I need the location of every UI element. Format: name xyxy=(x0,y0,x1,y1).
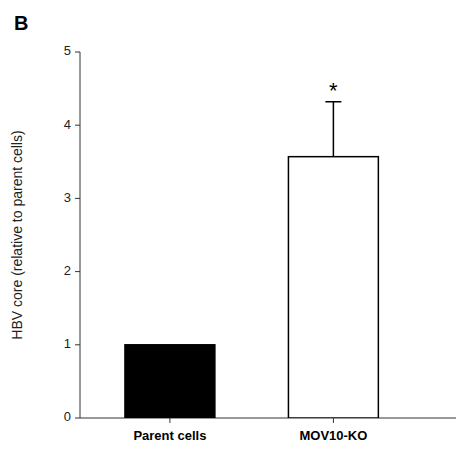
x-tick xyxy=(333,418,334,423)
x-axis: Parent cells MOV10-KO xyxy=(80,418,456,443)
y-axis-line xyxy=(80,52,81,418)
x-tick xyxy=(169,418,170,423)
y-tick xyxy=(75,52,80,53)
error-bar xyxy=(325,102,341,157)
y-axis-label: HBV core (relative to parent cells) xyxy=(9,130,25,339)
y-tick-label: 3 xyxy=(64,190,71,205)
y-tick-label: 4 xyxy=(64,117,71,132)
y-tick xyxy=(75,198,80,199)
bar xyxy=(288,157,378,418)
x-tick-label: Parent cells xyxy=(133,428,206,443)
y-tick-label: 5 xyxy=(64,43,71,58)
y-tick-label: 2 xyxy=(64,263,71,278)
page: {"chart_data": {"type": "bar", "title": … xyxy=(0,0,474,474)
bar xyxy=(125,345,215,418)
annotation: * xyxy=(329,78,338,103)
y-axis: 0 1 2 3 4 5 xyxy=(64,43,80,424)
chart-container: B HBV core (relative to parent cells) 0 1 2 3… xyxy=(0,0,474,474)
x-tick-label: MOV10-KO xyxy=(299,428,367,443)
chart: B HBV core (relative to parent cells) 0 1 2 3… xyxy=(0,0,474,474)
y-tick xyxy=(75,344,80,345)
y-tick-label: 1 xyxy=(64,336,71,351)
y-tick xyxy=(75,125,80,126)
y-tick xyxy=(75,271,80,272)
title: B xyxy=(14,12,28,34)
y-tick xyxy=(75,418,80,419)
bars xyxy=(125,102,378,418)
y-tick-label: 0 xyxy=(64,409,71,424)
